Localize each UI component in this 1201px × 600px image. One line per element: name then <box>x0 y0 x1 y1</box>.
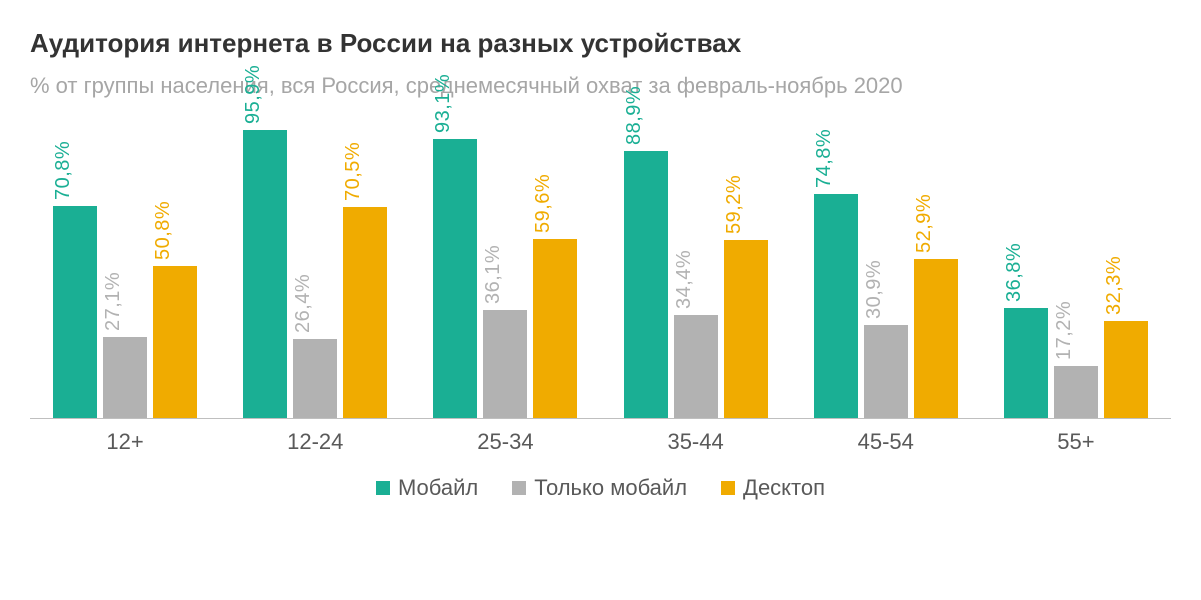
bar-value-label: 52,9% <box>913 194 936 253</box>
x-tick: 25-34 <box>410 429 600 455</box>
bar-group: 36,8%17,2%32,3% <box>981 118 1171 418</box>
bar-group: 93,1%36,1%59,6% <box>410 118 600 418</box>
bar-mobile_only: 34,4% <box>674 315 718 418</box>
bar-group: 95,9%26,4%70,5% <box>220 118 410 418</box>
legend-item-mobile: Мобайл <box>376 475 478 501</box>
bar-desktop: 50,8% <box>153 266 197 418</box>
bar-group: 88,9%34,4%59,2% <box>601 118 791 418</box>
x-tick: 12+ <box>30 429 220 455</box>
bar-value-label: 36,1% <box>482 244 505 303</box>
bar-desktop: 70,5% <box>343 207 387 419</box>
bar-value-label: 36,8% <box>1003 242 1026 301</box>
bar-mobile: 74,8% <box>814 194 858 418</box>
chart-subtitle: % от группы населения, вся Россия, средн… <box>30 73 1171 99</box>
chart-title: Аудитория интернета в России на разных у… <box>30 28 1171 59</box>
bar-mobile_only: 36,1% <box>483 310 527 418</box>
bar-mobile_only: 26,4% <box>293 339 337 418</box>
x-axis: 12+12-2425-3435-4445-5455+ <box>30 429 1171 455</box>
x-tick: 12-24 <box>220 429 410 455</box>
bar-group: 74,8%30,9%52,9% <box>791 118 981 418</box>
bar-value-label: 88,9% <box>623 86 646 145</box>
bar-value-label: 70,8% <box>52 140 75 199</box>
bar-desktop: 59,6% <box>533 239 577 418</box>
bar-mobile: 88,9% <box>624 151 668 418</box>
x-tick: 55+ <box>981 429 1171 455</box>
legend-swatch <box>512 481 526 495</box>
bar-desktop: 52,9% <box>914 259 958 418</box>
chart-plot-area: 70,8%27,1%50,8%95,9%26,4%70,5%93,1%36,1%… <box>30 119 1171 419</box>
bar-group: 70,8%27,1%50,8% <box>30 118 220 418</box>
bar-value-label: 34,4% <box>673 250 696 309</box>
bar-desktop: 32,3% <box>1104 321 1148 418</box>
bar-mobile: 70,8% <box>53 206 97 418</box>
bar-value-label: 50,8% <box>152 200 175 259</box>
x-tick: 35-44 <box>601 429 791 455</box>
bar-value-label: 70,5% <box>342 141 365 200</box>
legend-swatch <box>376 481 390 495</box>
bar-mobile_only: 30,9% <box>864 325 908 418</box>
bar-value-label: 95,9% <box>242 65 265 124</box>
bar-mobile_only: 27,1% <box>103 337 147 418</box>
legend-item-desktop: Десктоп <box>721 475 825 501</box>
bar-value-label: 30,9% <box>863 260 886 319</box>
bar-desktop: 59,2% <box>724 240 768 418</box>
bar-value-label: 59,2% <box>723 175 746 234</box>
bar-mobile: 95,9% <box>243 130 287 418</box>
bar-value-label: 74,8% <box>813 128 836 187</box>
bar-value-label: 59,6% <box>532 174 555 233</box>
legend-item-mobile_only: Только мобайл <box>512 475 687 501</box>
bar-mobile: 36,8% <box>1004 308 1048 418</box>
legend: Мобайл Только мобайл Десктоп <box>30 475 1171 501</box>
bar-mobile_only: 17,2% <box>1054 366 1098 418</box>
bar-value-label: 27,1% <box>102 271 125 330</box>
bar-value-label: 26,4% <box>292 274 315 333</box>
bar-mobile: 93,1% <box>433 139 477 418</box>
legend-label: Десктоп <box>743 475 825 501</box>
legend-label: Только мобайл <box>534 475 687 501</box>
bar-value-label: 93,1% <box>432 73 455 132</box>
bar-value-label: 17,2% <box>1053 301 1076 360</box>
x-tick: 45-54 <box>791 429 981 455</box>
bar-value-label: 32,3% <box>1103 256 1126 315</box>
legend-swatch <box>721 481 735 495</box>
legend-label: Мобайл <box>398 475 478 501</box>
